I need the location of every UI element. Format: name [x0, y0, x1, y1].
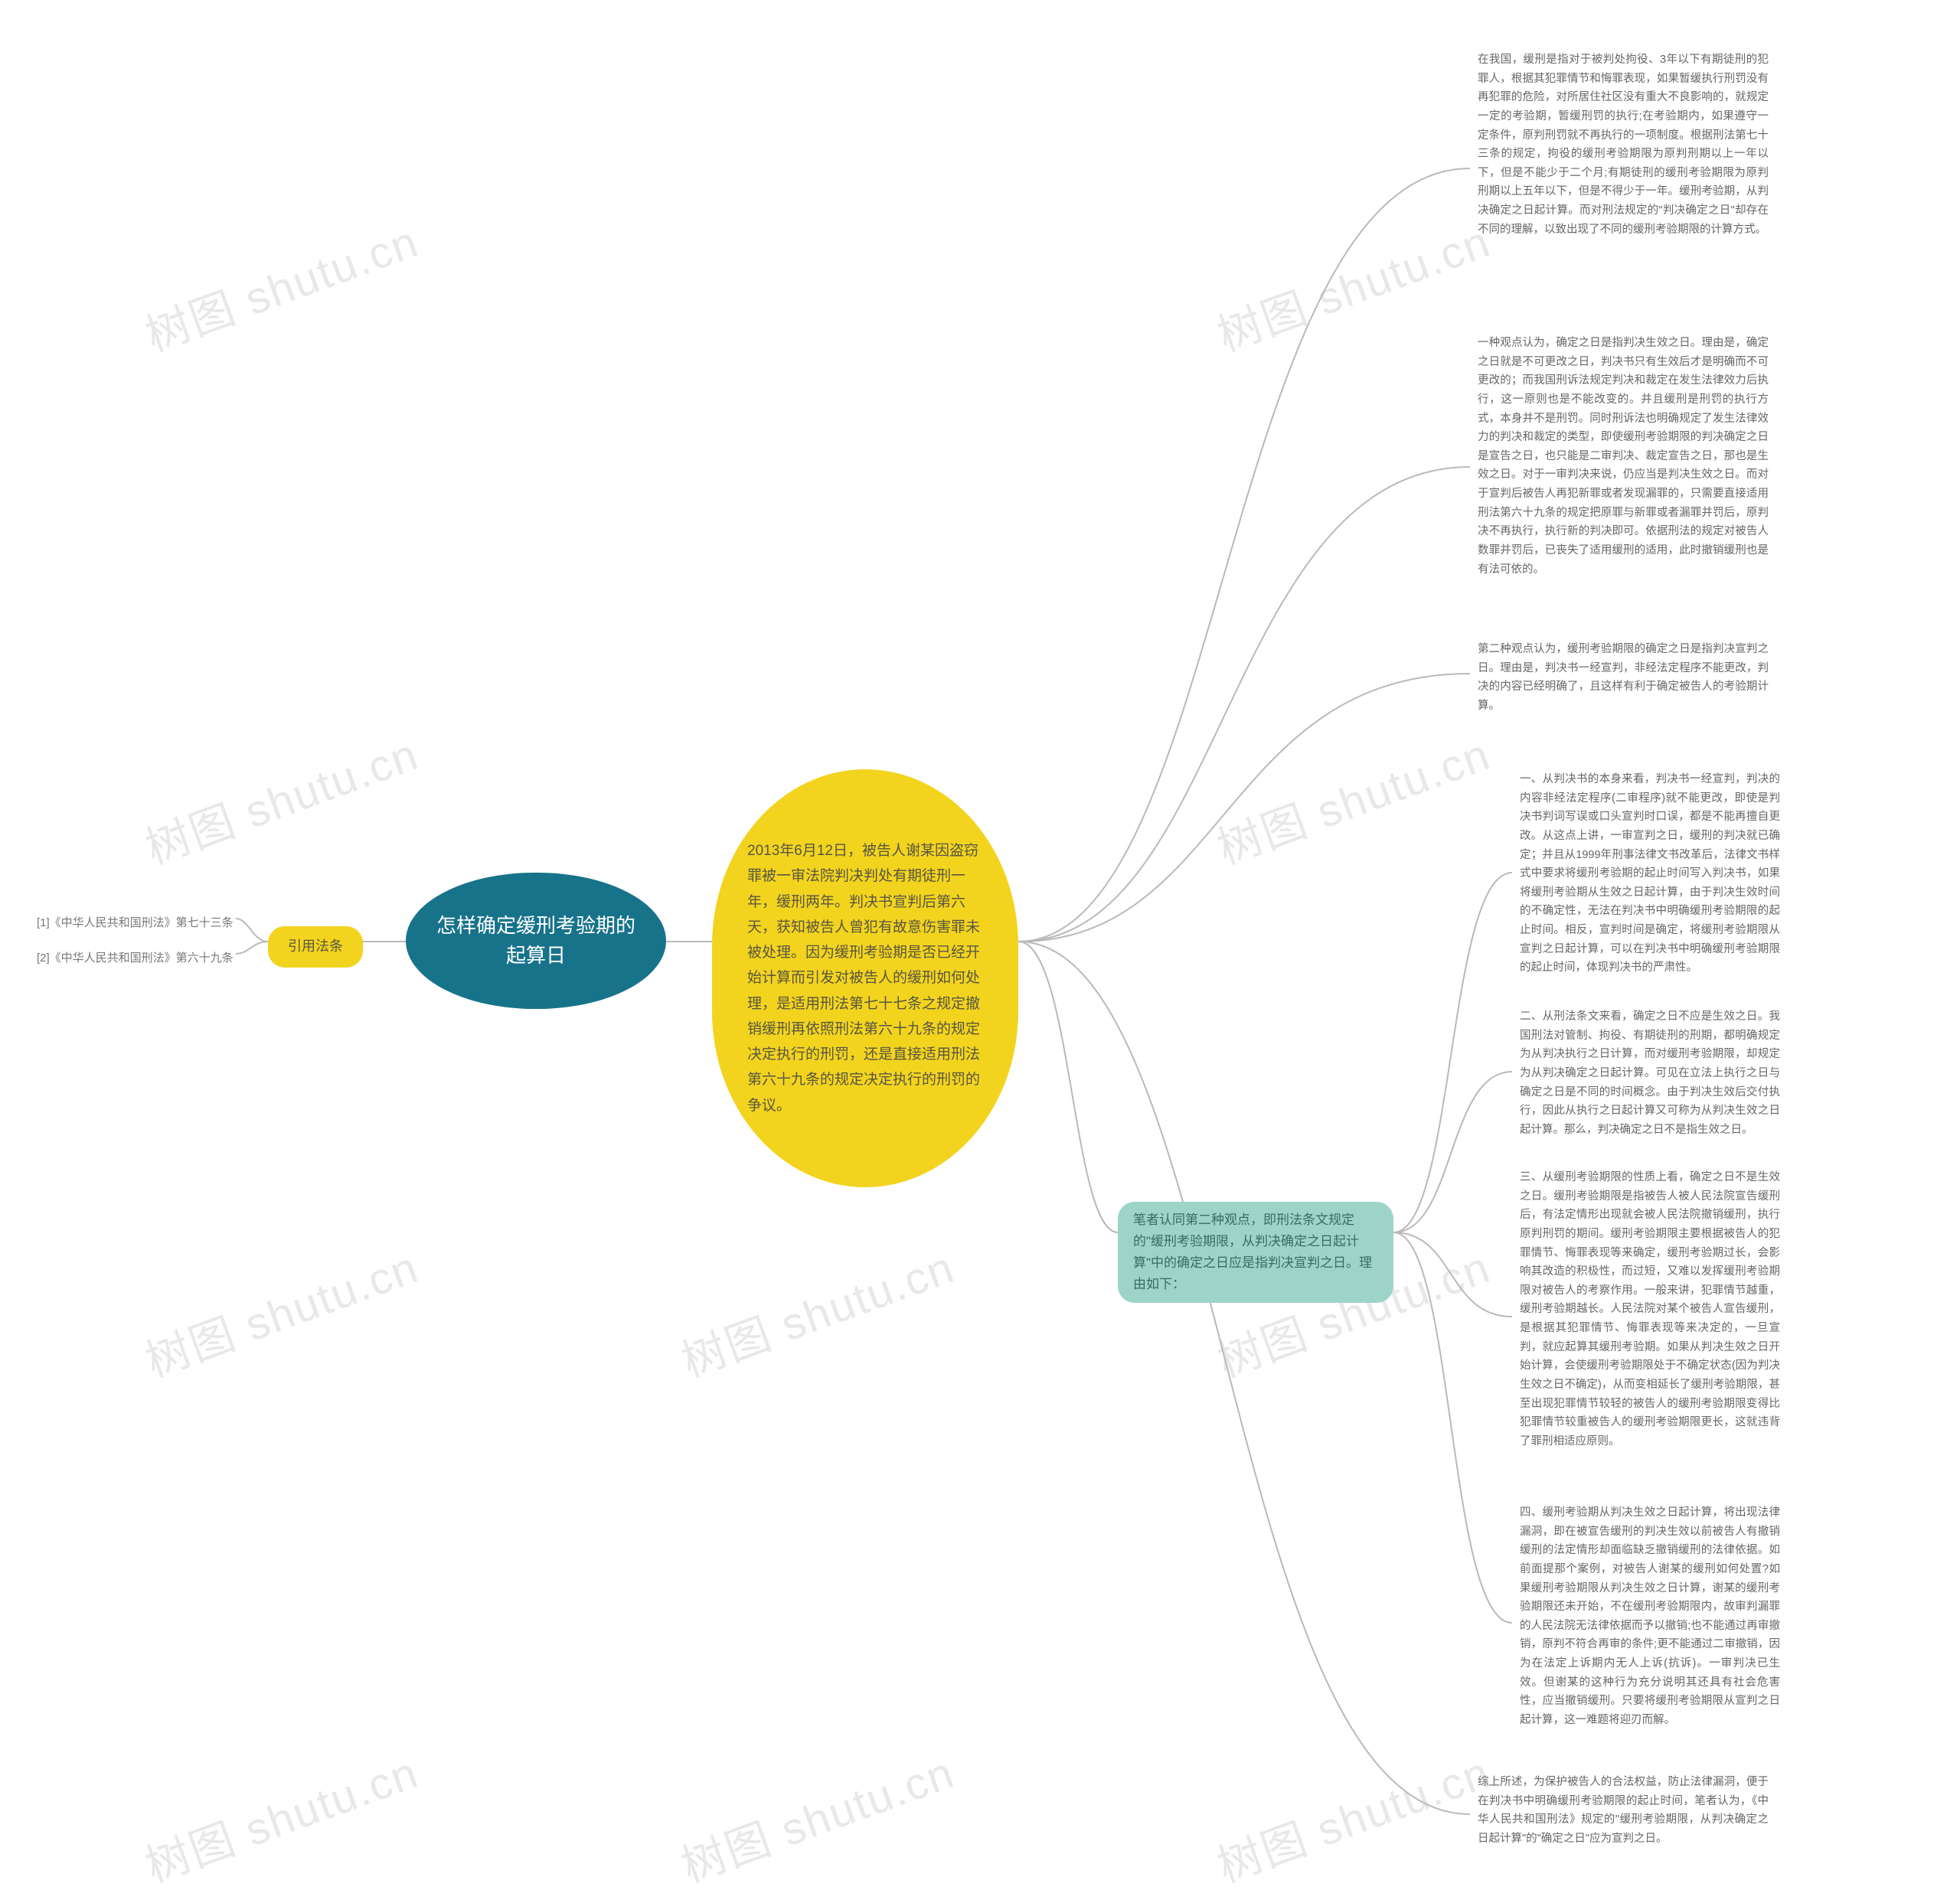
watermark: 树图 shutu.cn: [1207, 1737, 1498, 1895]
reason-one-node: 一、从判决书的本身来看，判决书一经宣判，判决的内容非经法定程序(二审程序)就不能…: [1512, 765, 1788, 982]
reason-four-node: 四、缓刑考验期从判决生效之日起计算，将出现法律漏洞，即在被宣告缓刑的判决生效以前…: [1512, 1499, 1788, 1735]
reference-item: [1]《中华人民共和国刑法》第七十三条: [31, 911, 240, 936]
explanation-node: 在我国，缓刑是指对于被判处拘役、3年以下有期徒刑的犯罪人，根据其犯罪情节和悔罪表…: [1470, 46, 1776, 243]
conclusion-node: 综上所述，为保护被告人的合法权益，防止法律漏洞，便于在判决书中明确缓刑考验期限的…: [1470, 1768, 1776, 1853]
case-summary-node[interactable]: 2013年6月12日，被告人谢某因盗窃罪被一审法院判决判处有期徒刑一年，缓刑两年…: [712, 769, 1018, 1187]
watermark: 树图 shutu.cn: [671, 1737, 962, 1895]
watermark: 树图 shutu.cn: [1207, 206, 1498, 364]
reason-three-node: 三、从缓刑考验期限的性质上看，确定之日不是生效之日。缓刑考验期限是指被告人被人民…: [1512, 1164, 1788, 1456]
watermark: 树图 shutu.cn: [136, 1737, 426, 1895]
watermark: 树图 shutu.cn: [136, 206, 426, 364]
left-category-pill[interactable]: 引用法条: [268, 926, 363, 968]
viewpoint-two-node: 第二种观点认为，缓刑考验期限的确定之日是指判决宣判之日。理由是，判决书一经宣判，…: [1470, 635, 1776, 720]
author-opinion-node[interactable]: 笔者认同第二种观点，即刑法条文规定的"缓刑考验期限，从判决确定之日起计算"中的确…: [1118, 1202, 1393, 1303]
watermark: 树图 shutu.cn: [671, 1232, 962, 1390]
reason-two-node: 二、从刑法条文来看，确定之日不应是生效之日。我国刑法对管制、拘役、有期徒刑的刑期…: [1512, 1003, 1788, 1144]
watermark: 树图 shutu.cn: [136, 1232, 426, 1390]
reference-item: [2]《中华人民共和国刑法》第六十九条: [31, 946, 240, 971]
watermark: 树图 shutu.cn: [136, 719, 426, 877]
viewpoint-one-node: 一种观点认为，确定之日是指判决生效之日。理由是，确定之日就是不可更改之日，判决书…: [1470, 329, 1776, 583]
root-node[interactable]: 怎样确定缓刑考验期的起算日: [406, 873, 666, 1009]
watermark: 树图 shutu.cn: [1207, 719, 1498, 877]
